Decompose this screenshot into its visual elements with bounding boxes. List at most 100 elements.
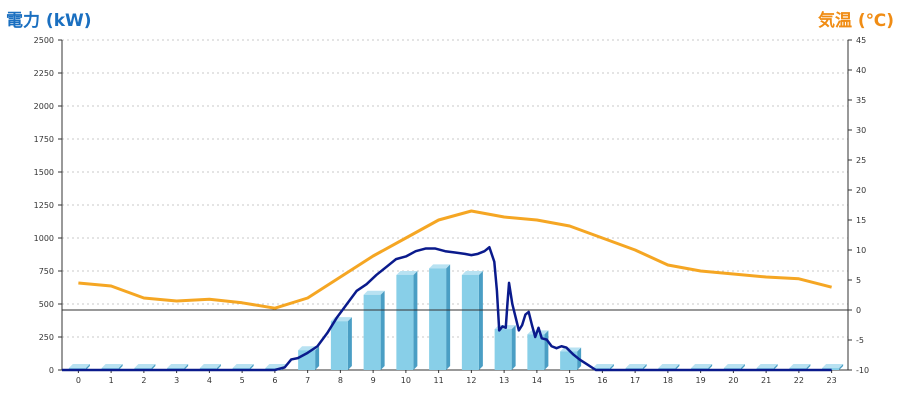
bar-side xyxy=(184,364,189,370)
bar-top xyxy=(822,364,844,369)
bar xyxy=(363,294,381,370)
bar-top xyxy=(658,364,680,369)
left-tick-label: 0 xyxy=(49,366,54,375)
right-tick-label: 30 xyxy=(856,126,866,135)
x-tick-label: 11 xyxy=(434,376,444,385)
bar-side xyxy=(675,364,680,370)
right-tick-label: 40 xyxy=(856,66,866,75)
bar-side xyxy=(315,346,320,370)
x-tick-label: 19 xyxy=(696,376,706,385)
x-tick-label: 23 xyxy=(827,376,837,385)
right-tick-label: -5 xyxy=(856,336,864,345)
bar-top xyxy=(68,364,90,369)
x-tick-label: 15 xyxy=(565,376,575,385)
bar-side xyxy=(478,270,483,370)
x-tick-label: 14 xyxy=(532,376,542,385)
right-tick-label: 0 xyxy=(856,306,861,315)
x-tick-label: 3 xyxy=(174,376,179,385)
bar-top xyxy=(429,264,451,269)
bar-side xyxy=(85,364,90,370)
power-line xyxy=(62,245,832,372)
left-tick-label: 1750 xyxy=(34,135,54,144)
right-tick-label: 45 xyxy=(856,36,866,45)
bar-top xyxy=(691,364,713,369)
bar xyxy=(494,329,512,370)
left-tick-label: 2000 xyxy=(34,102,54,111)
left-tick-label: 1250 xyxy=(34,201,54,210)
bar-side xyxy=(347,317,352,370)
bar-side xyxy=(446,264,451,370)
bar-top xyxy=(461,270,483,275)
bar xyxy=(330,321,348,370)
bar-side xyxy=(773,364,778,370)
x-tick-label: 5 xyxy=(240,376,245,385)
bar-side xyxy=(740,364,745,370)
right-tick-label: 20 xyxy=(856,186,866,195)
right-tick-label: 5 xyxy=(856,276,861,285)
left-tick-label: 750 xyxy=(39,267,54,276)
left-tick-label: 2250 xyxy=(34,69,54,78)
x-tick-label: 7 xyxy=(305,376,310,385)
right-tick-label: 10 xyxy=(856,246,866,255)
x-tick-label: 4 xyxy=(207,376,212,385)
bar-top xyxy=(167,364,189,369)
x-tick-label: 21 xyxy=(761,376,771,385)
bar-side xyxy=(216,364,221,370)
x-tick-label: 18 xyxy=(663,376,673,385)
x-tick-label: 16 xyxy=(597,376,607,385)
left-tick-label: 1500 xyxy=(34,168,54,177)
left-tick-label: 250 xyxy=(39,333,54,342)
bar-top xyxy=(265,364,287,369)
bar-side xyxy=(806,364,811,370)
left-tick-label: 500 xyxy=(39,300,54,309)
bar-side xyxy=(642,364,647,370)
bar-top xyxy=(199,364,221,369)
x-tick-label: 9 xyxy=(371,376,376,385)
left-axis-title: 電力 (kW) xyxy=(6,11,92,31)
bar xyxy=(429,268,447,370)
bar-top xyxy=(625,364,647,369)
bar-top xyxy=(101,364,123,369)
bar-top xyxy=(756,364,778,369)
left-tick-label: 2500 xyxy=(34,36,54,45)
right-tick-label: 35 xyxy=(856,96,866,105)
right-axis-title: 気温 (℃) xyxy=(817,11,894,31)
x-tick-label: 12 xyxy=(466,376,476,385)
bar-top xyxy=(723,364,745,369)
x-tick-label: 6 xyxy=(272,376,277,385)
right-tick-label: 25 xyxy=(856,156,866,165)
bar-side xyxy=(544,330,549,370)
temperature-line xyxy=(78,209,832,310)
bar xyxy=(396,274,414,370)
bar-side xyxy=(839,364,844,370)
x-tick-label: 20 xyxy=(728,376,738,385)
bar-top xyxy=(134,364,156,369)
bar-side xyxy=(380,290,385,370)
bar-side xyxy=(413,270,418,370)
bar-side xyxy=(609,364,614,370)
x-tick-label: 17 xyxy=(630,376,640,385)
bar-side xyxy=(118,364,123,370)
x-tick-label: 8 xyxy=(338,376,343,385)
x-tick-label: 0 xyxy=(76,376,81,385)
x-tick-label: 2 xyxy=(141,376,146,385)
bar-side xyxy=(511,325,516,370)
x-tick-label: 22 xyxy=(794,376,804,385)
bar-side xyxy=(708,364,713,370)
left-tick-label: 1000 xyxy=(34,234,54,243)
bar-top xyxy=(232,364,254,369)
x-tick-label: 1 xyxy=(109,376,114,385)
right-tick-label: 15 xyxy=(856,216,866,225)
bar xyxy=(560,351,578,370)
bar-side xyxy=(249,364,254,370)
right-tick-label: -10 xyxy=(856,366,869,375)
bar xyxy=(527,334,545,370)
bar-top xyxy=(396,270,418,275)
x-tick-label: 10 xyxy=(401,376,411,385)
bar xyxy=(461,274,479,370)
bar-side xyxy=(151,364,156,370)
bar-top xyxy=(363,290,385,295)
bar-top xyxy=(592,364,614,369)
